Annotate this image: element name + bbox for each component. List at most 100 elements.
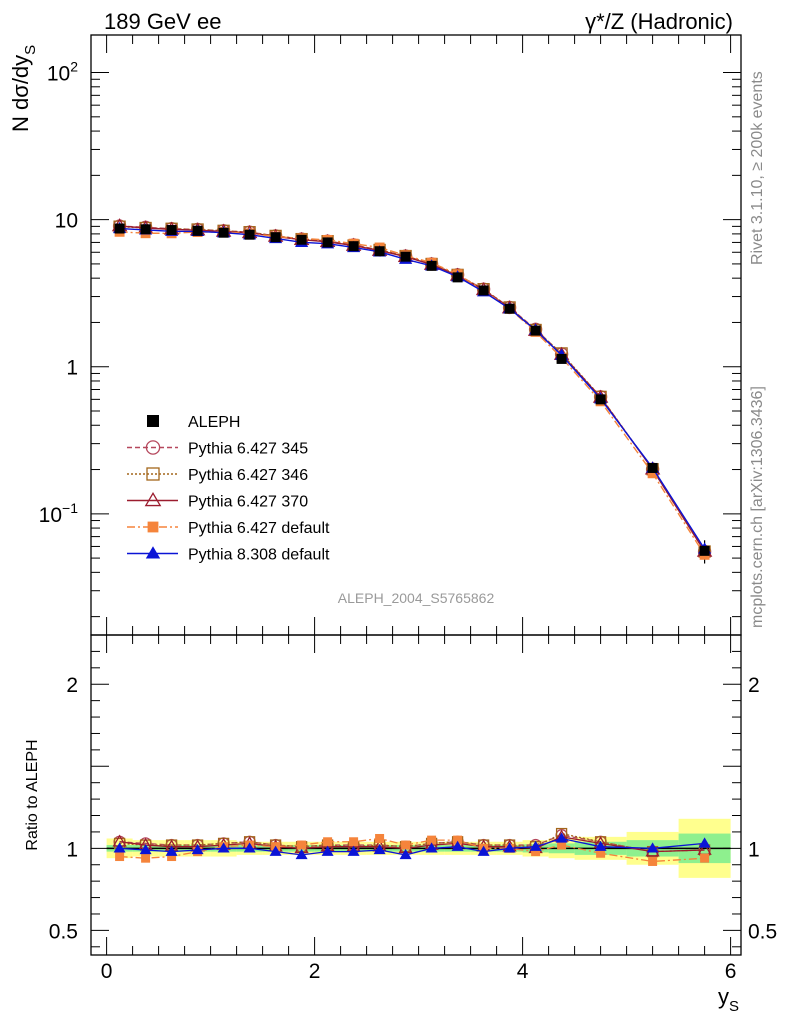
ratio-point: [191, 843, 204, 855]
ratio-point: [451, 840, 464, 851]
data-point: [166, 225, 177, 236]
legend-label-4: Pythia 8.308 default: [188, 547, 330, 564]
data-point: [140, 224, 151, 235]
main-frame: [90, 34, 742, 636]
analysis-watermark: ALEPH_2004_S5765862: [338, 590, 495, 606]
data-point: [595, 394, 606, 405]
xtick-label: 0: [101, 960, 113, 983]
ratio-point: [373, 843, 386, 855]
ratio-point: [648, 856, 658, 866]
ratio-point: [529, 840, 542, 851]
legend-label-data: ALEPH: [188, 414, 240, 431]
mcplots-note: mcplots.cern.ch [arXiv:1306.3436]: [749, 386, 766, 628]
ratio-point: [349, 837, 359, 847]
data-point: [218, 227, 229, 238]
main-ytick-label-exp: 2: [70, 59, 78, 75]
ratio-point: [453, 835, 463, 845]
data-point: [400, 251, 411, 262]
ratio-point: [427, 835, 437, 845]
main-ytick-label-base: 10: [55, 210, 78, 233]
xlabel-text: y: [718, 984, 729, 1009]
xlabel: yS: [718, 984, 739, 1015]
main-point: [647, 468, 658, 479]
data-point: [348, 241, 359, 252]
ratio-point: [646, 842, 659, 853]
data-point: [426, 260, 437, 271]
svg-text:N dσ/dyS: N dσ/dyS: [8, 45, 39, 132]
data-point: [114, 223, 125, 234]
legend-marker-1: [146, 467, 160, 481]
data-point: [192, 225, 203, 236]
legend-marker-data: [147, 415, 159, 427]
main-ytick-label: 10: [55, 210, 78, 233]
ratio-point: [165, 845, 178, 856]
ratio-point: [269, 845, 282, 856]
ratio-ytick-label-right: 2: [748, 674, 760, 697]
ratio-point: [555, 832, 568, 843]
ratio-point: [321, 845, 334, 856]
legend-marker-3: [147, 521, 159, 533]
xtick-label: 6: [725, 960, 737, 983]
legend-label-1: Pythia 6.427 346: [188, 467, 308, 484]
ratio-point: [113, 842, 126, 853]
ratio-ytick-label-right: 0.5: [748, 920, 777, 943]
ratio-ytick-label-right: 1: [748, 838, 760, 861]
ratio-point: [399, 848, 412, 860]
ratio-point: [594, 840, 607, 851]
right-title: γ*/Z (Hadronic): [585, 9, 733, 34]
xtick-label: 4: [517, 960, 529, 983]
ratio-point: [295, 848, 308, 860]
ratio-point: [531, 847, 541, 857]
ratio-point: [323, 837, 333, 847]
data-point: [556, 353, 567, 364]
data-point: [296, 234, 307, 245]
legend-label-3: Pythia 6.427 default: [188, 520, 330, 537]
ratio-point: [217, 842, 230, 853]
data-point: [647, 462, 658, 473]
main-ytick-label: 102: [47, 59, 78, 86]
xlabel-sub: S: [729, 998, 739, 1015]
ratio-point: [347, 845, 360, 856]
data-point: [322, 237, 333, 248]
ratio-ytick-label: 2: [66, 674, 78, 697]
data-point: [270, 232, 281, 243]
main-ylabel-sub: S: [22, 45, 39, 55]
ratio-point: [141, 853, 151, 863]
data-point: [244, 229, 255, 240]
ratio-point: [297, 840, 307, 850]
data-point: [699, 545, 710, 556]
ratio-frame: [90, 634, 742, 956]
legend-marker-2: [144, 492, 162, 507]
xtick-label: 2: [309, 960, 321, 983]
main-ylabel-text: N dσ/dy: [8, 55, 33, 132]
main-ytick-label-base: 10: [39, 504, 62, 527]
ratio-series: [112, 827, 712, 866]
legend-marker-0: [145, 440, 161, 455]
legend: ALEPH Pythia 6.427 345 Pythia 6.427 346 Pyt…: [127, 414, 330, 564]
ratio-point: [401, 840, 411, 850]
main-ytick-label: 1: [66, 357, 78, 380]
data-point: [452, 272, 463, 283]
ratio-point: [557, 840, 567, 850]
main-ytick-label-base: 1: [66, 357, 78, 380]
data-point: [504, 303, 515, 314]
ratio-ytick-label: 0.5: [49, 920, 78, 943]
main-ytick-label-exp: −1: [62, 500, 78, 516]
ratio-ytick-label: 1: [66, 838, 78, 861]
main-ytick-label: 10−1: [39, 500, 79, 527]
legend-label-0: Pythia 6.427 345: [188, 441, 308, 458]
legend-marker-4: [145, 546, 161, 559]
ratio-point: [167, 852, 177, 862]
ratio-point: [115, 852, 125, 862]
ratio-point: [243, 842, 256, 853]
ratio-point: [139, 843, 152, 855]
main-series: [111, 218, 713, 564]
ratio-point: [375, 833, 385, 843]
ratio-point: [698, 837, 711, 848]
ratio-point: [425, 842, 438, 853]
data-point: [374, 246, 385, 257]
main-ylabel: N dσ/dyS: [8, 45, 39, 132]
ratio-point: [700, 853, 710, 863]
ratio-ylabel: Ratio to ALEPH: [24, 739, 41, 850]
